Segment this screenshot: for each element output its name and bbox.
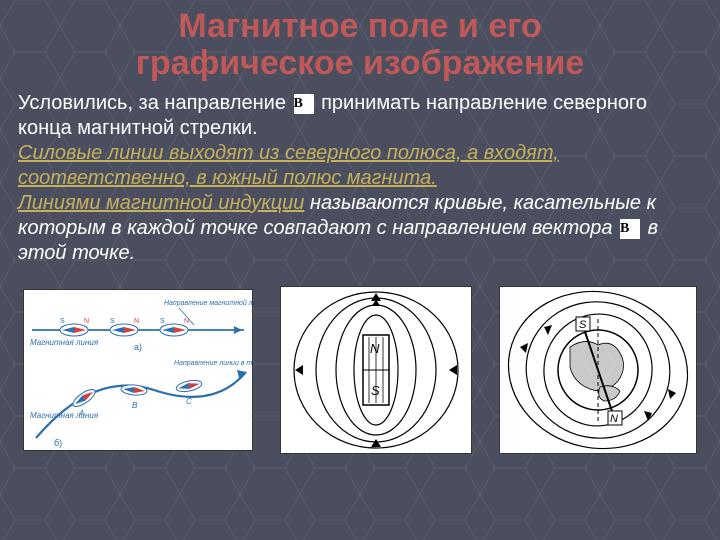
fig1-maglabel-a: Магнитная линия [30, 338, 99, 347]
fig1-S: S [60, 318, 65, 325]
svg-text:S: S [160, 318, 165, 325]
vector-b-symbol-1: B⃗ [294, 94, 314, 114]
vector-b-symbol-2: B⃗ [620, 219, 640, 239]
fig2-N: N [370, 341, 380, 356]
svg-text:S: S [110, 318, 115, 325]
figure-1: S N S N S N Магнитная линия Направление … [23, 289, 253, 451]
fig1-B: B [132, 401, 138, 410]
svg-text:N: N [134, 318, 139, 325]
figures-row: S N S N S N Магнитная линия Направление … [0, 266, 720, 454]
fig1-b: б) [54, 438, 62, 448]
fig3-S: S [579, 319, 587, 331]
fig1-a: а) [134, 342, 142, 352]
fig1-dirlabel: Направление магнитной линии [164, 299, 252, 307]
fig1-dirB: Направление линии в точке B [174, 360, 252, 367]
p3a-accent: Линиями магнитной индукции [18, 192, 304, 214]
fig2-S: S [371, 383, 380, 398]
p2-accent: Силовые линии выходят из северного полюс… [18, 142, 559, 189]
fig1-N: N [84, 318, 89, 325]
p1a: Условились, за направление [18, 92, 292, 114]
fig3-N: N [610, 413, 618, 425]
title-line2: графическое изображение [136, 44, 585, 82]
fig1-C: C [186, 397, 192, 406]
slide-title: Магнитное поле и его графическое изображ… [0, 0, 720, 87]
figure-3: S N [499, 286, 697, 454]
figure-2: N S [280, 286, 472, 454]
body-text: Условились, за направление B⃗ принимать … [0, 87, 720, 266]
fig1-maglabel-b: Магнитная линия [30, 411, 99, 420]
title-line1: Магнитное поле и его [178, 7, 541, 45]
